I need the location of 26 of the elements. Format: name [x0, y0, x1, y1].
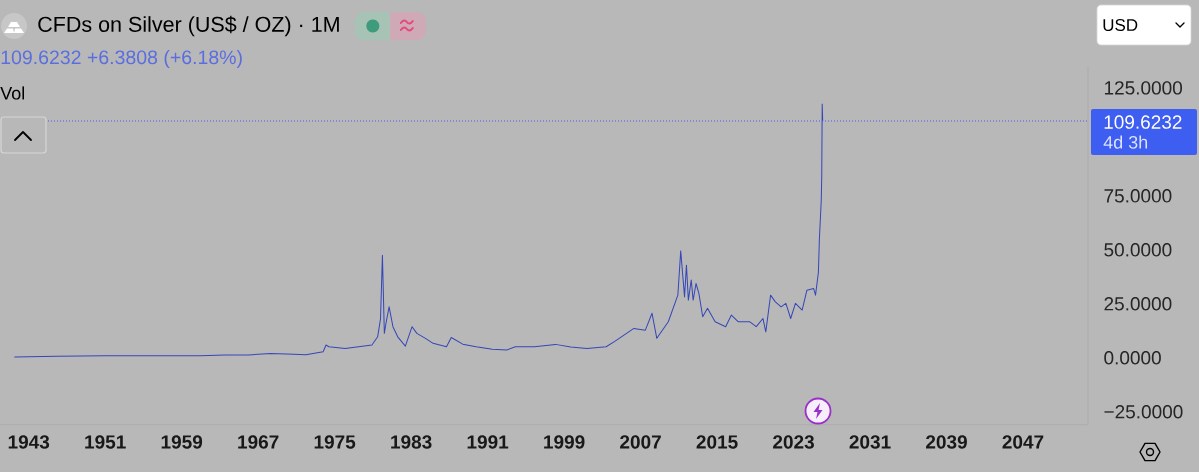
text: 4d 3h: [1103, 135, 1148, 149]
chart-title: CFDs on Silver (US$ / OZ) · 1M: [38, 15, 339, 37]
x-tick-label: 1991: [467, 435, 509, 449]
x-tick-label: 1959: [161, 435, 203, 449]
x-tick-label: 1943: [8, 435, 50, 449]
text: USD: [1103, 18, 1138, 32]
x-tick-label: 1975: [314, 435, 356, 449]
x-tick-label: 2047: [1002, 435, 1044, 449]
x-tick-label: 2031: [849, 435, 891, 449]
x-tick-label: 2007: [620, 435, 661, 449]
x-tick-label: 2039: [926, 435, 967, 449]
y-tick-label: 125.0000: [1104, 81, 1183, 95]
y-tick-label: 75.0000: [1104, 189, 1172, 203]
x-tick-label: 1999: [544, 435, 585, 449]
y-tick-label: 25.0000: [1104, 297, 1172, 311]
x-tick-label: 1983: [391, 435, 432, 449]
annotation: Vol: [0, 86, 25, 100]
chart-subtitle: 109.6232 +6.3808 (+6.18%): [1, 49, 242, 69]
x-tick-label: 2023: [773, 435, 814, 449]
y-tick-label: 50.0000: [1104, 243, 1172, 257]
y-tick-label: 0.0000: [1104, 351, 1161, 365]
y-tick-label: −25.0000: [1104, 405, 1183, 419]
ref-line-label: 109.6232: [1104, 115, 1182, 129]
x-tick-label: 1951: [85, 435, 126, 449]
x-tick-label: 2015: [696, 435, 738, 449]
x-tick-label: 1967: [238, 435, 279, 449]
